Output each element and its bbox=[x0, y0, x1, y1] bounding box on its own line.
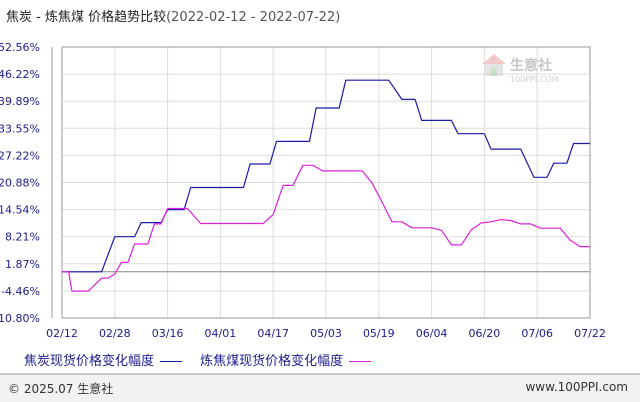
axis-layer bbox=[51, 46, 591, 319]
x-tick-label: 02/12 bbox=[46, 327, 78, 340]
watermark-name: 生意社 bbox=[510, 57, 552, 74]
y-tick-label: -10.80% bbox=[0, 312, 40, 325]
y-tick-label: 8.21% bbox=[5, 231, 40, 244]
x-tick-label: 03/16 bbox=[152, 327, 184, 340]
watermark-url: 100PPI.COM bbox=[510, 75, 559, 84]
footer-copyright: © 2025.07 生意社 bbox=[8, 382, 114, 396]
footer-bar: © 2025.07 生意社 www.100PPI.com bbox=[0, 373, 640, 402]
y-tick-label: -4.46% bbox=[1, 285, 40, 298]
legend-item-coke: 焦炭现货价格变化幅度 bbox=[24, 350, 183, 369]
grid-layer bbox=[61, 46, 591, 319]
plot-frame bbox=[61, 46, 591, 319]
x-tick-label: 06/04 bbox=[416, 327, 448, 340]
y-tick-label: 14.54% bbox=[0, 204, 40, 217]
chart-svg: 生意社 100PPI.COM 52.56% 46.22% 39.89% 33.55% 2… bbox=[0, 41, 606, 340]
house-logo-icon bbox=[482, 54, 506, 76]
series-line-coking-coal bbox=[62, 164, 590, 292]
y-tick-label: 20.88% bbox=[0, 177, 40, 190]
x-tick-label: 02/28 bbox=[99, 327, 131, 340]
label-layer: 52.56% 46.22% 39.89% 33.55% 27.22% 20.88% 14.5… bbox=[0, 41, 606, 340]
legend-swatch-coking-coal bbox=[349, 361, 372, 362]
y-tick-label: 33.55% bbox=[0, 122, 40, 135]
legend-label-coke: 焦炭现货价格变化幅度 bbox=[24, 354, 155, 369]
legend-swatch-coke bbox=[160, 361, 183, 362]
x-tick-label: 06/20 bbox=[469, 327, 501, 340]
legend-item-coking-coal: 炼焦煤现货价格变化幅度 bbox=[200, 350, 372, 369]
watermark: 生意社 100PPI.COM bbox=[482, 54, 559, 84]
y-tick-label: 1.87% bbox=[5, 258, 40, 271]
x-tick-label: 04/01 bbox=[205, 327, 237, 340]
series-line-coke bbox=[62, 79, 590, 273]
x-tick-label: 05/03 bbox=[310, 327, 342, 340]
x-tick-label: 04/17 bbox=[257, 327, 289, 340]
legend-label-coking-coal: 炼焦煤现货价格变化幅度 bbox=[200, 354, 344, 369]
chart-title-text: 焦炭 - 炼焦煤 价格趋势比较 bbox=[6, 10, 167, 25]
legend: 焦炭现货价格变化幅度 炼焦煤现货价格变化幅度 bbox=[24, 350, 385, 369]
y-tick-label: 52.56% bbox=[0, 41, 40, 54]
series-layer bbox=[62, 79, 590, 292]
chart-title: 焦炭 - 炼焦煤 价格趋势比较(2022-02-12 - 2022-07-22) bbox=[6, 6, 340, 25]
x-tick-label: 07/22 bbox=[574, 327, 606, 340]
x-tick-label: 05/19 bbox=[363, 327, 395, 340]
y-tick-label: 39.89% bbox=[0, 95, 40, 108]
chart-date-range: (2022-02-12 - 2022-07-22) bbox=[166, 10, 341, 25]
x-tick-label: 07/06 bbox=[521, 327, 553, 340]
footer-site-link[interactable]: www.100PPI.com bbox=[525, 380, 628, 394]
y-tick-label: 46.22% bbox=[0, 68, 40, 81]
y-tick-label: 27.22% bbox=[0, 149, 40, 162]
